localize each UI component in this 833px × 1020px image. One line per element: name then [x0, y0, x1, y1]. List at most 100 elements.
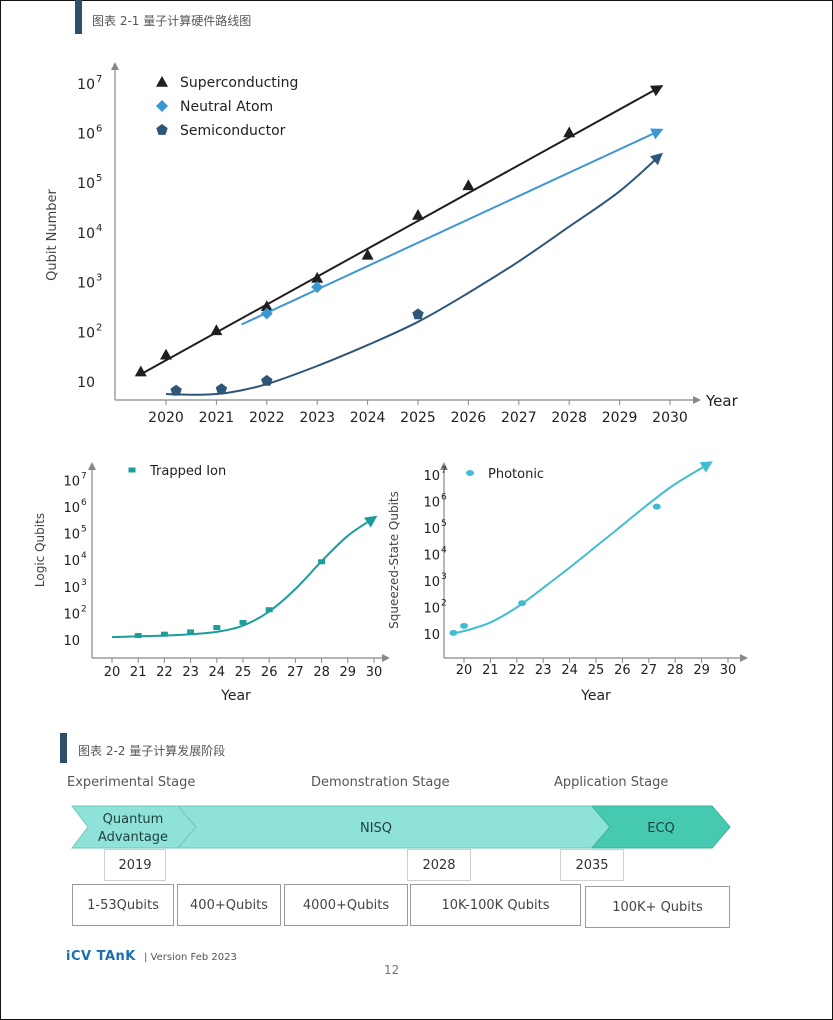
stage-label-demonstration: Demonstration Stage: [311, 775, 450, 790]
x-tick-label: 22: [156, 665, 173, 680]
page-number: 12: [384, 963, 400, 977]
x-tick-label: 22: [509, 663, 526, 678]
y-tick-exponent: 2: [96, 322, 102, 333]
x-tick-label: 2024: [350, 410, 386, 426]
data-point: [260, 300, 273, 312]
y-tick-exponent: 5: [96, 173, 102, 184]
y-tick-label: 10: [63, 554, 80, 569]
y-tick-exponent: 4: [81, 551, 87, 561]
data-point: [412, 308, 424, 320]
x-tick-label: 2023: [299, 410, 335, 426]
data-point: [652, 503, 661, 510]
legend-marker: [156, 100, 168, 112]
y-tick-label: 10: [63, 501, 80, 516]
x-axis-label: Year: [580, 688, 611, 704]
series-trend-line: [165, 154, 661, 396]
legend-marker: [156, 124, 168, 135]
y-tick-exponent: 6: [96, 124, 102, 135]
series-arrow-head: [699, 461, 713, 473]
x-tick-label: 23: [535, 663, 552, 678]
y-tick-label: 10: [423, 628, 440, 643]
x-tick-label: 24: [209, 665, 226, 680]
figure-title-bar: [60, 733, 67, 763]
data-point: [134, 633, 142, 639]
y-tick-label: 10: [77, 325, 95, 341]
x-tick-label: 25: [588, 663, 605, 678]
stage-arrow-label-nisq: NISQ: [360, 821, 392, 836]
data-point: [460, 622, 468, 629]
x-tick-label: 2029: [602, 410, 638, 426]
x-axis-label: Year: [705, 392, 739, 410]
x-tick-label: 2028: [551, 410, 587, 426]
y-axis-label: Squeezed-State Qubits: [387, 491, 401, 629]
y-tick-exponent: 4: [96, 223, 102, 234]
legend-marker: [128, 467, 136, 473]
data-point: [462, 179, 475, 191]
x-tick-label: 25: [235, 665, 252, 680]
y-tick-label: 10: [77, 77, 95, 93]
series-trend-line: [241, 129, 661, 326]
series-trend-line: [453, 462, 711, 634]
x-tick-label: 20: [104, 665, 121, 680]
y-axis-arrow: [440, 462, 448, 470]
y-tick-label: 10: [423, 496, 440, 511]
x-tick-label: 27: [287, 665, 304, 680]
qubit-roadmap-chart: 2020 2021 2022 2023 2024 2025 2026 2027 2028 2029…: [45, 62, 739, 426]
y-tick-exponent: 6: [81, 498, 87, 508]
data-point: [260, 307, 273, 320]
data-point: [210, 324, 223, 336]
footer-version: | Version Feb 2023: [144, 952, 237, 963]
y-tick-exponent: 3: [96, 273, 102, 284]
data-point: [318, 559, 326, 565]
data-point: [160, 348, 172, 360]
y-tick-exponent: 3: [441, 572, 447, 582]
y-axis-arrow: [88, 462, 96, 470]
x-tick-label: 26: [614, 663, 631, 678]
x-axis-arrow: [693, 396, 701, 404]
legend-label: Neutral Atom: [180, 99, 273, 115]
series-arrow-head: [650, 128, 664, 140]
x-tick-label: 2026: [451, 410, 487, 426]
x-tick-label: 30: [720, 663, 737, 678]
y-tick-label: 10: [63, 634, 80, 649]
figure-2-title: 图表 2-2 量子计算发展阶段: [78, 744, 226, 758]
data-point: [449, 629, 458, 636]
stage-arrow-label-ecq: ECQ: [647, 821, 675, 836]
x-tick-label: 2022: [249, 410, 285, 426]
qubit-box-3: 4000+Qubits: [284, 884, 408, 926]
x-tick-label: 28: [313, 665, 330, 680]
y-tick-label: 10: [63, 474, 80, 489]
y-tick-label: 10: [423, 522, 440, 537]
data-point: [311, 281, 324, 294]
x-tick-label: 21: [130, 665, 147, 680]
x-tick-label: 27: [641, 663, 658, 678]
series-arrow-head: [650, 85, 664, 97]
x-tick-label: 2021: [199, 410, 235, 426]
y-tick-exponent: 5: [441, 519, 447, 529]
year-tab-2019: 2019: [104, 849, 166, 881]
x-tick-label: 29: [340, 665, 357, 680]
x-tick-label: 20: [456, 663, 473, 678]
stage-arrow-label-quantum-advantage-line2: Advantage: [98, 830, 168, 845]
y-tick-label: 10: [77, 226, 95, 242]
x-tick-label: 29: [693, 663, 710, 678]
y-axis-arrow: [111, 62, 119, 70]
y-tick-label: 10: [77, 127, 95, 143]
x-tick-label: 2025: [400, 410, 436, 426]
y-tick-exponent: 2: [441, 599, 447, 609]
y-tick-label: 10: [423, 549, 440, 564]
x-tick-label: 26: [261, 665, 278, 680]
y-tick-label: 10: [423, 469, 440, 484]
data-point: [265, 607, 273, 613]
series-arrow-head: [650, 152, 663, 166]
legend-marker: [156, 76, 168, 87]
y-tick-label: 10: [423, 575, 440, 590]
y-axis-label: Qubit Number: [45, 188, 60, 280]
data-point: [215, 383, 228, 395]
legend-label: Trapped Ion: [149, 464, 226, 479]
year-tab-2028: 2028: [407, 849, 471, 881]
series-trend-line: [111, 517, 375, 639]
y-tick-label: 10: [77, 176, 95, 192]
year-tab-2035: 2035: [560, 849, 624, 881]
y-tick-exponent: 7: [96, 74, 102, 85]
